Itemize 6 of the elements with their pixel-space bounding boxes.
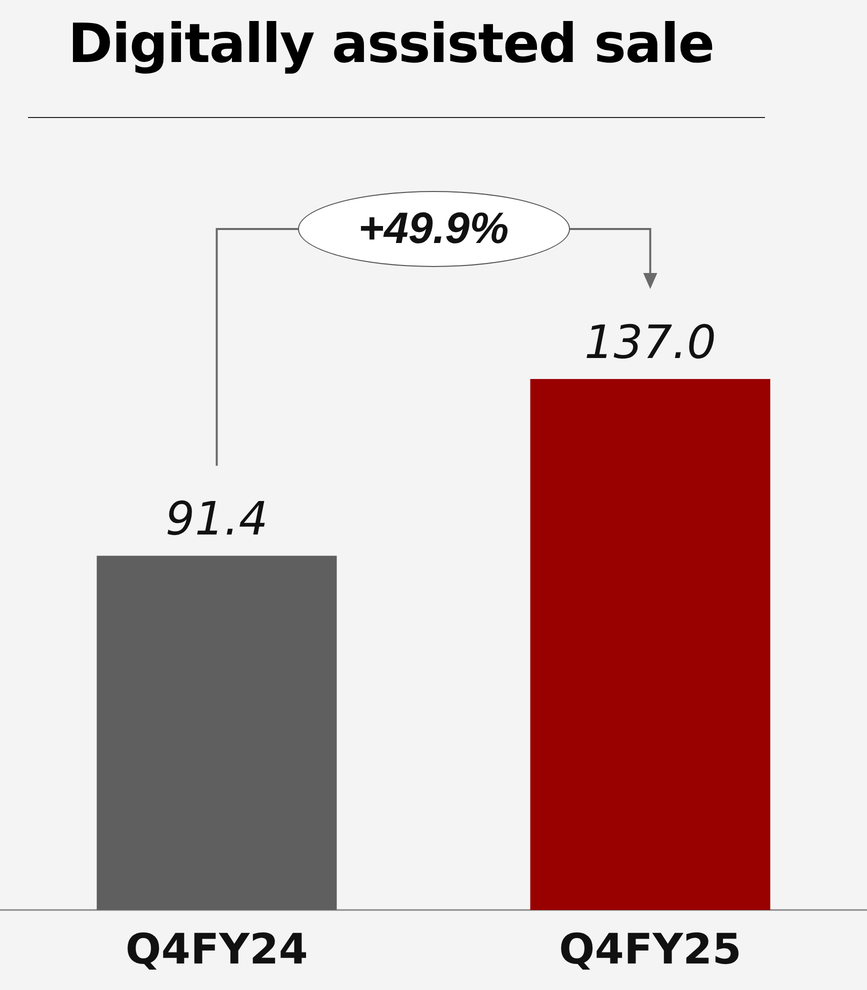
x-tick-label: Q4FY24 xyxy=(126,924,308,974)
x-tick-label: Q4FY25 xyxy=(559,924,742,974)
data-label: 91.4 xyxy=(166,492,268,546)
text: +49.9% xyxy=(298,190,570,267)
chart-title: Digitally assisted sale xyxy=(68,12,714,75)
data-label: 137.0 xyxy=(584,314,716,369)
